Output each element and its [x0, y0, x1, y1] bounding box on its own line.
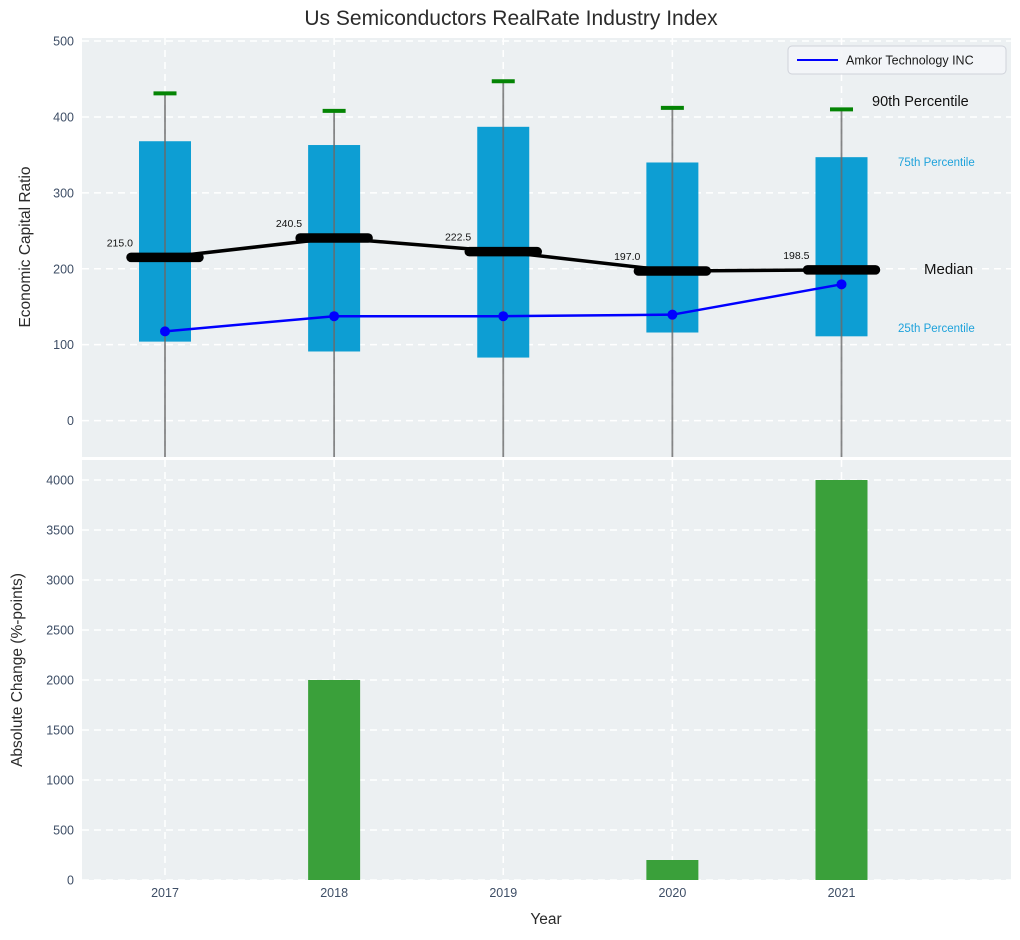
bottom-chart-marks: [308, 480, 868, 880]
annotation-75th-percentile: 75th Percentile: [898, 157, 975, 169]
amkor-point: [498, 311, 509, 322]
legend-label: Amkor Technology INC: [846, 54, 974, 68]
median-value-label: 198.5: [783, 250, 809, 262]
median-value-label: 240.5: [276, 218, 302, 230]
bottom-plot-area: [82, 460, 1011, 880]
top-y-tick: 300: [53, 186, 74, 200]
bottom-y-tick: 4000: [46, 474, 74, 488]
x-tick: 2017: [151, 886, 179, 900]
bottom-y-axis-label: Absolute Change (%-points): [9, 573, 26, 767]
x-tick: 2018: [320, 886, 348, 900]
top-y-axis-label: Economic Capital Ratio: [17, 166, 34, 327]
amkor-point: [160, 326, 170, 337]
x-tick-labels: 2017 2018 2019 2020 2021: [151, 886, 855, 900]
top-chart-marks: 215.0 240.5 222.5 197.0 198.5: [107, 79, 881, 457]
chart-title: Us Semiconductors RealRate Industry Inde…: [304, 7, 718, 30]
bottom-y-tick: 0: [67, 874, 74, 888]
change-bar-2021: [815, 480, 868, 880]
bottom-y-tick: 1000: [46, 774, 74, 788]
median-value-label: 215.0: [107, 237, 133, 249]
top-y-tick: 0: [67, 414, 74, 428]
median-value-label: 197.0: [614, 251, 640, 263]
bottom-y-tick: 1500: [46, 724, 74, 738]
x-tick: 2019: [489, 886, 517, 900]
amkor-point: [836, 279, 847, 290]
top-y-tick: 100: [53, 338, 74, 352]
bottom-y-tick: 3500: [46, 524, 74, 538]
top-y-tick-labels: 0 100 200 300 400 500: [53, 35, 74, 429]
annotation-median: Median: [924, 261, 973, 278]
bottom-y-tick: 3000: [46, 574, 74, 588]
bottom-y-tick: 2000: [46, 674, 74, 688]
amkor-point: [329, 311, 340, 322]
change-bar-2020: [646, 860, 699, 880]
x-tick: 2021: [828, 886, 856, 900]
bottom-y-tick: 500: [53, 824, 74, 838]
legend-box: [787, 45, 1007, 75]
top-y-tick: 400: [53, 110, 74, 124]
annotation-90th-percentile: 90th Percentile: [872, 94, 969, 110]
change-bar-2018: [308, 680, 361, 880]
top-y-tick: 500: [53, 35, 74, 49]
median-value-label: 222.5: [445, 232, 471, 244]
annotation-25th-percentile: 25th Percentile: [898, 323, 975, 335]
bottom-y-tick: 2500: [46, 624, 74, 638]
bottom-y-tick-labels: 0 500 1000 1500 2000 2500 3000 3500 4000: [46, 474, 74, 888]
x-tick: 2020: [658, 886, 686, 900]
legend: Amkor Technology INC: [787, 45, 1007, 75]
x-axis-label: Year: [530, 911, 561, 928]
amkor-point: [667, 309, 678, 320]
top-y-tick: 200: [53, 262, 74, 276]
